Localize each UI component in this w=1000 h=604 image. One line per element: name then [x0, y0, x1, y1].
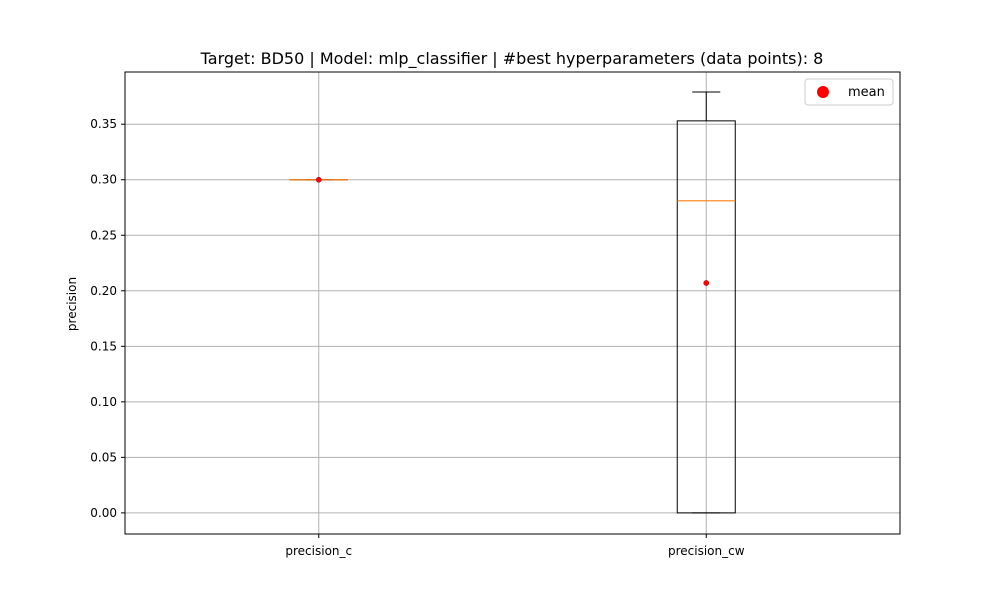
- box-precision_cw: [676, 91, 736, 514]
- y-tick-label: 0.10: [90, 395, 117, 409]
- boxes: [289, 91, 736, 514]
- mean-marker: [703, 280, 710, 286]
- grid-lines: [125, 72, 900, 534]
- y-tick-label: 0.15: [90, 339, 117, 353]
- y-tick-label: 0.20: [90, 284, 117, 298]
- legend-mean-marker: [817, 86, 829, 98]
- chart-title: Target: BD50 | Model: mlp_classifier | #…: [200, 49, 824, 69]
- y-axis-label: precision: [65, 277, 79, 331]
- mean-markers: [315, 176, 710, 286]
- y-tick-label: 0.35: [90, 117, 117, 131]
- y-tick-label: 0.25: [90, 228, 117, 242]
- legend-box: [804, 78, 894, 106]
- plot-area-frame: [124, 71, 901, 535]
- mean-marker: [315, 176, 322, 183]
- legend-mean-label: mean: [848, 85, 885, 100]
- axis-ticks: 0.00 0.05 0.10 0.15 0.20 0.25 0.30 0.35 precisio…: [90, 117, 744, 558]
- x-tick-label: precision_c: [285, 544, 352, 558]
- y-tick-label: 0.00: [90, 506, 117, 520]
- y-tick-label: 0.05: [90, 450, 117, 464]
- x-tick-label: precision_cw: [668, 544, 745, 558]
- y-tick-label: 0.30: [90, 173, 117, 187]
- legend: mean: [804, 78, 894, 106]
